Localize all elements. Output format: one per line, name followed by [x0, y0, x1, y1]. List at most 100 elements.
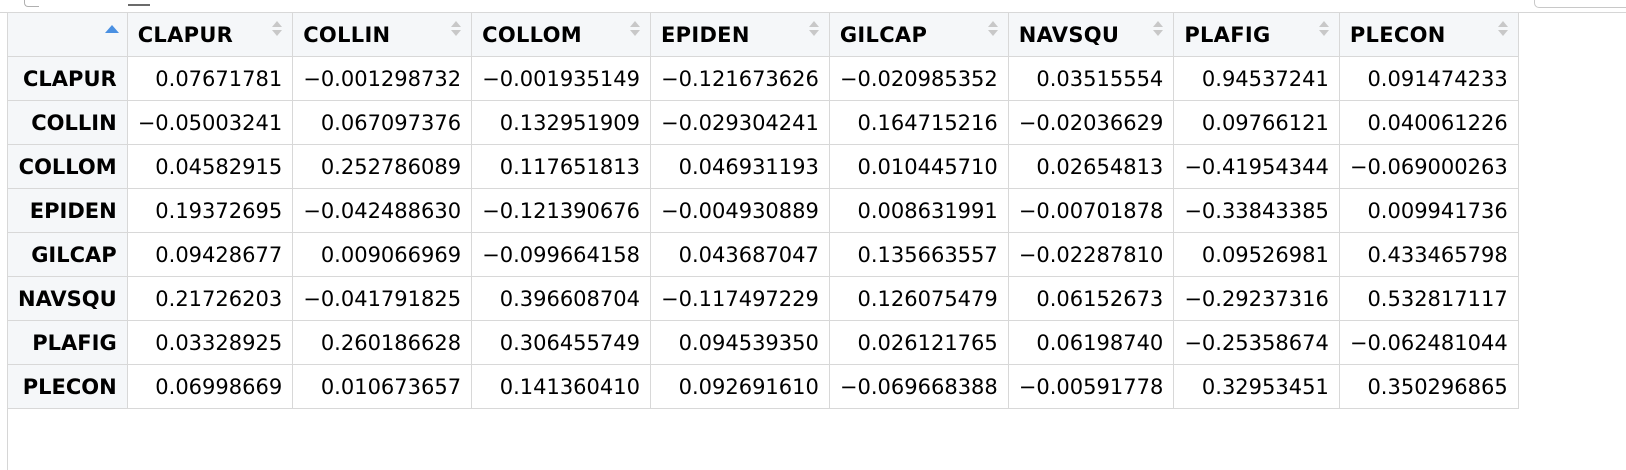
table-cell: −0.29237316 [1173, 276, 1340, 321]
column-header-navsqu[interactable]: NAVSQU [1007, 12, 1175, 57]
row-name: GILCAP [7, 232, 128, 277]
table-cell: 0.117651813 [471, 144, 651, 189]
table-row: COLLIN −0.05003241 0.067097376 0.1329519… [7, 100, 1519, 145]
table-cell: −0.099664158 [471, 232, 651, 277]
column-header-clapur[interactable]: CLAPUR [126, 12, 294, 57]
header-row: CLAPUR COLLIN COLLOM EPIDEN [7, 12, 1519, 57]
table-cell: 0.19372695 [126, 188, 294, 233]
column-header-plecon[interactable]: PLECON [1338, 12, 1519, 57]
table-cell: 0.396608704 [471, 276, 651, 321]
table-cell: −0.004930889 [650, 188, 830, 233]
back-icon[interactable] [24, 0, 39, 7]
table-cell: 0.433465798 [1338, 232, 1519, 277]
table-cell: 0.21726203 [126, 276, 294, 321]
table-cell: 0.03515554 [1007, 56, 1175, 101]
row-name: PLAFIG [7, 320, 128, 365]
filter-icon[interactable] [128, 0, 150, 6]
table-cell: 0.06198740 [1007, 320, 1175, 365]
grid-container: CLAPUR COLLIN COLLOM EPIDEN [7, 12, 1519, 409]
sort-icon[interactable] [987, 21, 998, 37]
table-cell: −0.121673626 [650, 56, 830, 101]
table-cell: 0.07671781 [126, 56, 294, 101]
table-row: COLLOM 0.04582915 0.252786089 0.11765181… [7, 144, 1519, 189]
table-row: PLAFIG 0.03328925 0.260186628 0.30645574… [7, 320, 1519, 365]
row-name: COLLOM [7, 144, 128, 189]
column-header-plafig[interactable]: PLAFIG [1173, 12, 1340, 57]
sort-icon[interactable] [451, 21, 462, 37]
table-cell: −0.001298732 [292, 56, 473, 101]
table-cell: 0.06152673 [1007, 276, 1175, 321]
table-cell: 0.135663557 [828, 232, 1009, 277]
table-cell: −0.117497229 [650, 276, 830, 321]
table-cell: −0.02287810 [1007, 232, 1175, 277]
column-header-epiden[interactable]: EPIDEN [650, 12, 830, 57]
column-header-label: PLAFIG [1184, 22, 1271, 47]
table-cell: −0.069668388 [828, 364, 1009, 409]
table-cell: 0.009941736 [1338, 188, 1519, 233]
column-header-label: EPIDEN [661, 22, 750, 47]
table-cell: 0.008631991 [828, 188, 1009, 233]
sort-icon[interactable] [808, 21, 819, 37]
row-name: NAVSQU [7, 276, 128, 321]
table-row: CLAPUR 0.07671781 −0.001298732 −0.001935… [7, 56, 1519, 101]
table-cell: 0.132951909 [471, 100, 651, 145]
table-cell: −0.069000263 [1338, 144, 1519, 189]
column-header-gilcap[interactable]: GILCAP [828, 12, 1009, 57]
table-cell: −0.05003241 [126, 100, 294, 145]
table-cell: 0.04582915 [126, 144, 294, 189]
table-cell: 0.32953451 [1173, 364, 1340, 409]
table-cell: 0.091474233 [1338, 56, 1519, 101]
column-header-collom[interactable]: COLLOM [471, 12, 651, 57]
search-input[interactable] [1534, 0, 1626, 8]
sort-ascending-icon[interactable] [104, 25, 119, 33]
table-cell: 0.010445710 [828, 144, 1009, 189]
table-cell: −0.33843385 [1173, 188, 1340, 233]
table-cell: 0.141360410 [471, 364, 651, 409]
row-name: CLAPUR [7, 56, 128, 101]
table-cell: 0.026121765 [828, 320, 1009, 365]
row-names-header[interactable] [7, 12, 128, 57]
table-cell: 0.009066969 [292, 232, 473, 277]
sort-icon[interactable] [630, 21, 640, 37]
column-header-collin[interactable]: COLLIN [292, 12, 473, 57]
table-cell: 0.126075479 [828, 276, 1009, 321]
table-cell: 0.046931193 [650, 144, 830, 189]
table-cell: 0.260186628 [292, 320, 473, 365]
table-cell: 0.02654813 [1007, 144, 1175, 189]
table-cell: 0.252786089 [292, 144, 473, 189]
table-cell: −0.042488630 [292, 188, 473, 233]
table-cell: 0.094539350 [650, 320, 830, 365]
table-row: GILCAP 0.09428677 0.009066969 −0.0996641… [7, 232, 1519, 277]
row-name: PLECON [7, 364, 128, 409]
table-cell: 0.09526981 [1173, 232, 1340, 277]
table-cell: −0.041791825 [292, 276, 473, 321]
row-name: EPIDEN [7, 188, 128, 233]
column-header-label: COLLOM [482, 22, 582, 47]
table-cell: −0.001935149 [471, 56, 651, 101]
sort-icon[interactable] [272, 21, 283, 37]
table-cell: −0.02036629 [1007, 100, 1175, 145]
table-cell: 0.06998669 [126, 364, 294, 409]
table-cell: 0.010673657 [292, 364, 473, 409]
table-cell: 0.043687047 [650, 232, 830, 277]
table-row: PLECON 0.06998669 0.010673657 0.14136041… [7, 364, 1519, 409]
column-header-label: COLLIN [303, 22, 391, 47]
table-cell: 0.532817117 [1338, 276, 1519, 321]
sort-icon[interactable] [1318, 21, 1329, 37]
data-table: CLAPUR COLLIN COLLOM EPIDEN [7, 12, 1519, 409]
table-cell: 0.164715216 [828, 100, 1009, 145]
table-cell: 0.94537241 [1173, 56, 1340, 101]
table-cell: −0.121390676 [471, 188, 651, 233]
column-header-label: GILCAP [839, 22, 928, 47]
table-cell: −0.062481044 [1338, 320, 1519, 365]
table-row: EPIDEN 0.19372695 −0.042488630 −0.121390… [7, 188, 1519, 233]
table-cell: −0.029304241 [650, 100, 830, 145]
sort-icon[interactable] [1153, 21, 1164, 37]
table-cell: −0.41954344 [1173, 144, 1340, 189]
row-name: COLLIN [7, 100, 128, 145]
table-cell: 0.092691610 [650, 364, 830, 409]
table-cell: 0.067097376 [292, 100, 473, 145]
table-cell: 0.350296865 [1338, 364, 1519, 409]
sort-icon[interactable] [1497, 21, 1508, 37]
table-cell: −0.25358674 [1173, 320, 1340, 365]
